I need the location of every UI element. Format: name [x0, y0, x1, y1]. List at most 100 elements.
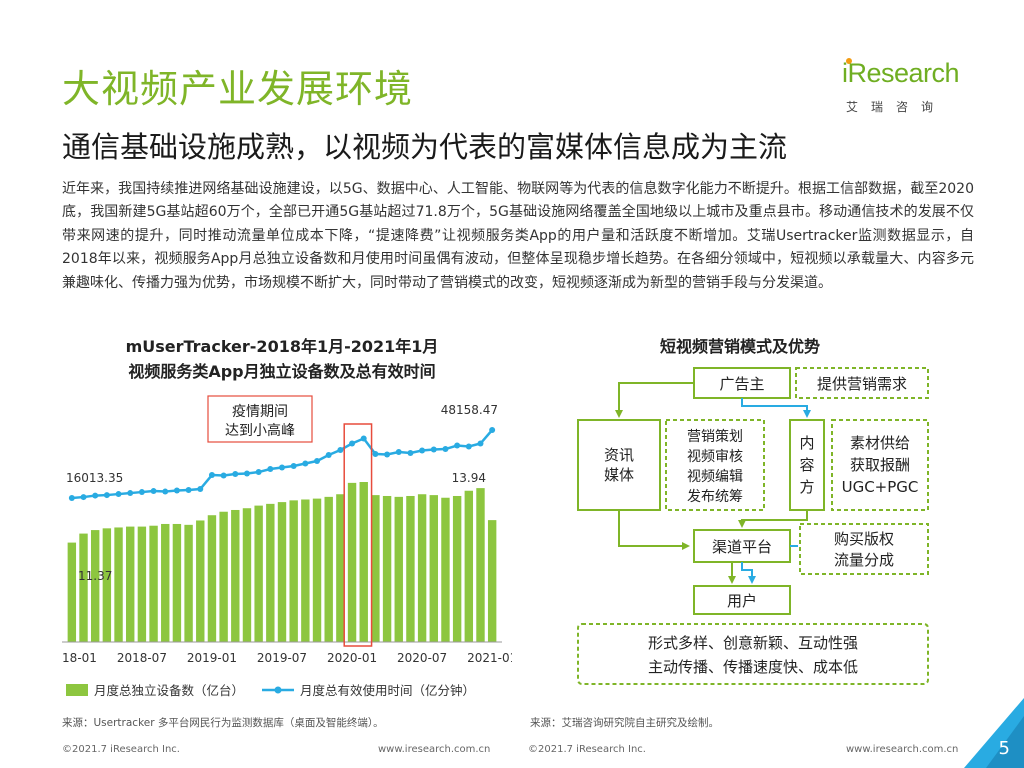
user-box	[693, 585, 791, 615]
line-point	[208, 472, 215, 479]
x-tick-label: 2018-07	[117, 651, 167, 665]
advantage-2: 主动传播、传播速度快、成本低	[648, 658, 858, 676]
advantage-1: 形式多样、创意新颖、互动性强	[648, 634, 858, 652]
chart-title: mUserTracker-2018年1月-2021年1月	[125, 337, 439, 356]
user-label: 用户	[727, 592, 757, 610]
bar	[149, 525, 158, 642]
footer-website-right: www.iresearch.com.cn	[846, 744, 959, 755]
bar	[254, 505, 263, 642]
x-tick-label: 2020-01	[327, 651, 377, 665]
footer-copyright-left: ©2021.7 iResearch Inc.	[62, 744, 180, 755]
line-point	[465, 443, 472, 450]
line-point	[92, 492, 99, 499]
copyright-1: 购买版权	[834, 530, 894, 548]
content-party-3: 方	[799, 478, 814, 496]
line-point	[267, 466, 274, 473]
bar	[231, 509, 240, 642]
x-tick-labels: 2018-01 2018-07 2019-01 2019-07 2020-01 2020-…	[62, 651, 512, 665]
line-point	[325, 452, 332, 459]
x-tick-label: 2021-01	[467, 651, 512, 665]
line-point	[419, 447, 426, 454]
line-point	[115, 491, 122, 498]
line-point	[407, 450, 414, 457]
bar	[184, 524, 193, 642]
line-point	[372, 451, 379, 458]
logo-wordmark: iResearch	[842, 58, 960, 88]
bar	[476, 488, 485, 642]
footer-website-left: www.iresearch.com.cn	[378, 744, 491, 755]
line-point	[103, 492, 110, 499]
bar	[406, 495, 415, 642]
supply-3: UGC+PGC	[842, 478, 919, 496]
bar-last-label: 13.94	[452, 471, 486, 485]
line-point	[232, 471, 239, 478]
line-point	[243, 470, 250, 477]
line-point	[80, 494, 87, 501]
line-point	[454, 442, 461, 449]
line-point	[290, 463, 297, 470]
bar	[441, 497, 450, 642]
chart-subtitle: 视频服务类App月独立设备数及总有效时间	[128, 362, 436, 381]
line-point	[360, 435, 367, 442]
footer-copyright-right: ©2021.7 iResearch Inc.	[528, 744, 646, 755]
bar	[464, 490, 474, 642]
bar	[137, 526, 147, 642]
line-point	[138, 489, 145, 496]
line-point	[127, 490, 134, 497]
service-1: 营销策划	[687, 428, 743, 445]
bar	[487, 520, 497, 642]
line-point	[384, 451, 391, 458]
demand-box	[795, 367, 929, 399]
x-tick-label: 2019-01	[187, 651, 237, 665]
bar	[312, 498, 322, 642]
bar	[219, 511, 228, 642]
combo-chart: 2018-01 2018-07 2019-01 2019-07 2020-01 2020-…	[62, 395, 512, 698]
bar	[242, 508, 252, 642]
arrow-advertiser-to-content	[741, 398, 811, 418]
demand-label: 提供营销需求	[817, 375, 907, 393]
legend-bar-swatch	[66, 684, 88, 696]
bar-series	[67, 482, 497, 642]
bar	[336, 494, 345, 642]
arrow-platform-to-user-blue	[741, 562, 756, 584]
line-point	[173, 487, 180, 494]
line-point	[162, 488, 169, 495]
line-first-label: 16013.35	[66, 471, 123, 485]
advertiser-box	[693, 367, 791, 399]
line-point	[302, 460, 309, 467]
bar	[114, 527, 123, 642]
line-point	[489, 427, 496, 433]
arrow-media-to-platform	[618, 510, 690, 550]
page-number: 5	[998, 738, 1010, 759]
bar	[347, 482, 357, 642]
media-label-2: 媒体	[604, 466, 634, 484]
platform-label: 渠道平台	[712, 538, 772, 556]
legend: 月度总独立设备数（亿台） 月度总有效使用时间（亿分钟）	[66, 683, 475, 698]
bar	[289, 500, 298, 642]
bar	[126, 526, 135, 642]
content-party-2: 容	[799, 456, 814, 474]
bar	[452, 495, 462, 642]
bar-first-label: 11.37	[78, 569, 112, 583]
body-paragraph: 近年来，我国持续推进网络基础设施建设，以5G、数据中心、人工智能、物联网等为代表…	[62, 181, 974, 291]
x-tick-label: 2019-07	[257, 651, 307, 665]
content-party-1: 内	[799, 434, 814, 452]
bar	[67, 542, 77, 642]
logo-subtitle: 艾瑞咨询	[846, 100, 947, 114]
annotation-box	[207, 395, 313, 443]
bar	[277, 502, 287, 642]
copyright-box	[799, 523, 929, 575]
bar	[172, 523, 182, 642]
annotation-line-1: 疫情期间	[232, 404, 288, 420]
source-note-left: 来源：Usertracker 多平台网民行为监测数据库（桌面及智能终端）。	[62, 717, 384, 729]
bar	[266, 503, 275, 642]
source-note-right: 来源：艾瑞咨询研究院自主研究及绘制。	[530, 717, 719, 729]
corner-decoration	[964, 698, 1024, 768]
data-labels: 16013.35 48158.47 11.37 13.94	[66, 403, 498, 583]
bar	[359, 482, 368, 642]
line-point	[477, 440, 484, 447]
bar	[161, 523, 170, 642]
advertiser-label: 广告主	[719, 375, 764, 393]
service-4: 发布统筹	[687, 488, 743, 505]
line-point	[349, 440, 356, 447]
